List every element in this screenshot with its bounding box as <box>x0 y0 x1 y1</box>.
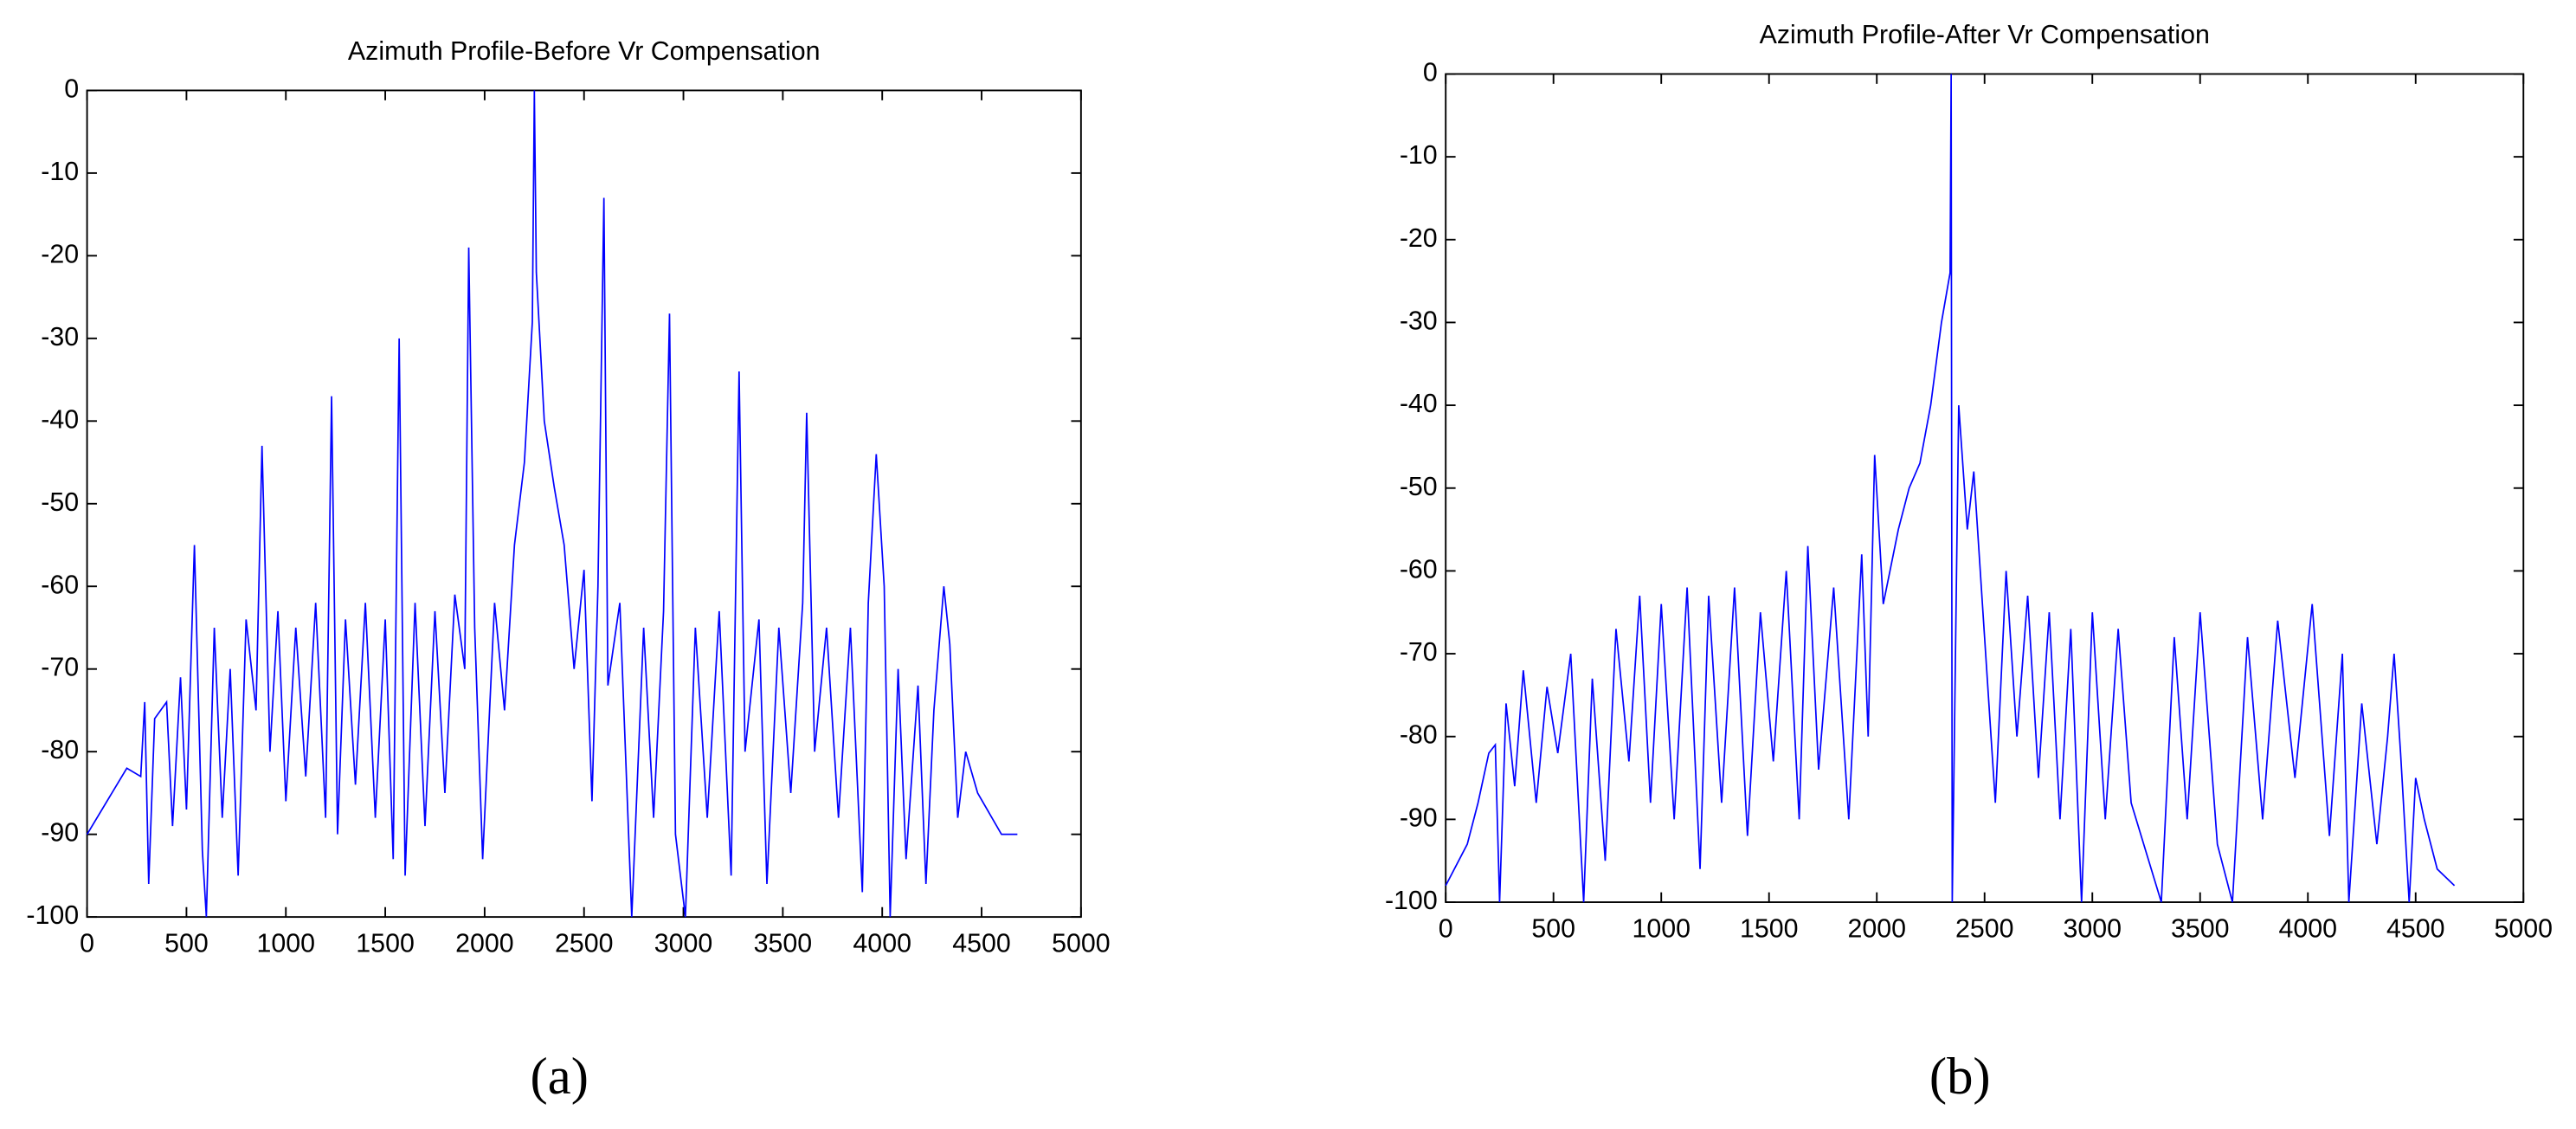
y-tick-label: -10 <box>1400 141 1438 170</box>
y-tick-label: -60 <box>1400 555 1438 584</box>
x-tick-label: 4500 <box>952 929 1011 958</box>
x-tick-label: 0 <box>1439 914 1453 943</box>
x-tick-label: 2500 <box>555 929 614 958</box>
chart-title: Azimuth Profile-After Vr Compensation <box>1760 21 2210 49</box>
x-tick-label: 0 <box>80 929 94 958</box>
y-tick-label: -80 <box>41 736 79 764</box>
y-tick-label: -40 <box>41 405 79 434</box>
caption: (a) <box>531 1048 589 1106</box>
y-tick-label: -30 <box>1400 306 1438 335</box>
y-tick-label: -30 <box>41 323 79 352</box>
x-tick-label: 1000 <box>1632 914 1690 943</box>
data-line <box>1445 74 2456 903</box>
y-tick-label: -60 <box>41 571 79 599</box>
y-tick-label: -20 <box>41 240 79 268</box>
y-tick-label: -10 <box>41 158 79 186</box>
x-tick-label: 3000 <box>2063 914 2122 943</box>
x-tick-label: 3500 <box>754 929 813 958</box>
x-tick-label: 2000 <box>1847 914 1906 943</box>
x-tick-label: 4500 <box>2386 914 2445 943</box>
x-tick-label: 2000 <box>455 929 514 958</box>
x-tick-label: 1500 <box>1740 914 1799 943</box>
data-line <box>86 90 1018 918</box>
chart-title: Azimuth Profile-Before Vr Compensation <box>348 37 821 66</box>
plot-area <box>1445 73 2525 903</box>
y-tick-label: -70 <box>1400 638 1438 667</box>
x-tick-label: 2500 <box>1955 914 2014 943</box>
x-tick-label: 5000 <box>1052 929 1111 958</box>
y-tick-label: -40 <box>1400 390 1438 418</box>
y-tick-label: -90 <box>1400 803 1438 832</box>
y-tick-label: -50 <box>41 488 79 517</box>
y-tick-label: -20 <box>1400 224 1438 253</box>
caption: (b) <box>1929 1048 1991 1106</box>
y-tick-label: -50 <box>1400 473 1438 501</box>
y-tick-label: -90 <box>41 819 79 848</box>
y-tick-label: -80 <box>1400 721 1438 750</box>
y-tick-label: -100 <box>1385 887 1438 915</box>
x-tick-label: 1000 <box>256 929 315 958</box>
x-tick-label: 4000 <box>853 929 911 958</box>
x-tick-label: 1500 <box>356 929 415 958</box>
x-tick-label: 500 <box>1531 914 1575 943</box>
y-tick-label: -100 <box>26 901 79 930</box>
x-tick-label: 3000 <box>654 929 713 958</box>
x-tick-label: 500 <box>164 929 209 958</box>
x-tick-label: 3500 <box>2171 914 2230 943</box>
x-tick-label: 5000 <box>2494 914 2553 943</box>
y-tick-label: 0 <box>64 74 79 103</box>
y-tick-label: 0 <box>1423 58 1438 87</box>
plot-area <box>86 89 1082 919</box>
x-tick-label: 4000 <box>2278 914 2337 943</box>
y-tick-label: -70 <box>41 654 79 682</box>
